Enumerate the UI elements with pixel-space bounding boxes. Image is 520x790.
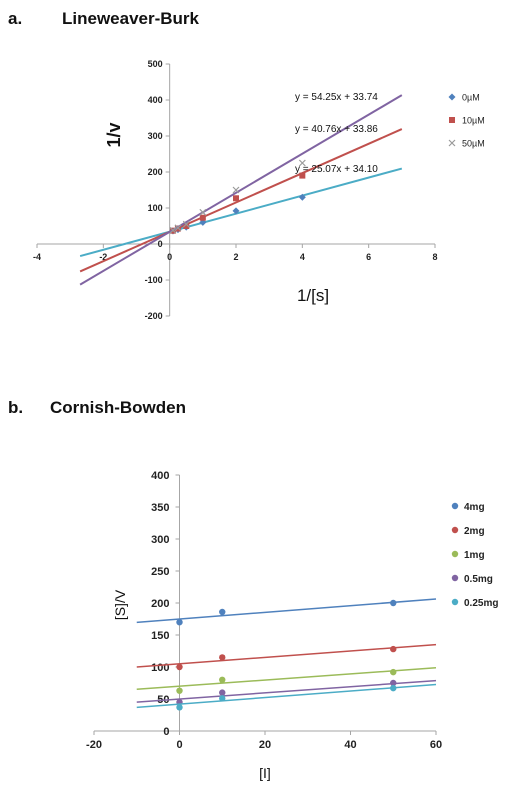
legend-label: 2mg	[464, 526, 485, 537]
data-point	[390, 668, 397, 676]
panel-a-letter: a.	[8, 9, 23, 28]
data-point	[390, 645, 397, 653]
data-point	[390, 684, 397, 692]
data-point	[183, 223, 190, 229]
y-tick-label: 350	[151, 502, 169, 514]
y-tick-label: 100	[151, 662, 169, 674]
trendline-equation: y = 54.25x + 33.74	[295, 92, 378, 103]
data-point	[176, 619, 183, 626]
data-point	[219, 676, 226, 683]
y-tick-label: 200	[151, 598, 169, 610]
data-point	[299, 172, 306, 179]
x-axis-title: 1/[s]	[297, 286, 329, 305]
legend-marker	[451, 526, 459, 534]
data-point	[176, 687, 183, 694]
legend-marker	[448, 139, 456, 147]
x-tick-label: 60	[430, 739, 442, 751]
legend-label: 10µM	[462, 116, 485, 126]
legend-label: 0µM	[462, 93, 480, 103]
panel-b-letter: b.	[8, 398, 24, 417]
y-tick-label: 500	[148, 59, 163, 69]
trendline	[136, 683, 437, 709]
data-point	[199, 208, 207, 216]
data-point	[219, 654, 226, 661]
y-axis-title: [S]/V	[112, 589, 128, 620]
data-point	[174, 224, 182, 232]
legend-marker	[451, 574, 459, 582]
y-tick-label: 300	[151, 534, 169, 546]
y-tick-label: 0	[163, 726, 169, 738]
data-point	[390, 599, 397, 607]
data-point	[232, 186, 240, 194]
trendline-equation: y = 25.07x + 34.10	[295, 164, 378, 175]
legend-marker	[451, 550, 459, 558]
x-tick-label: 2	[233, 252, 238, 262]
y-tick-label: 400	[148, 95, 163, 105]
y-tick-label: 0	[158, 239, 163, 249]
x-tick-label: 20	[259, 739, 271, 751]
x-tick-label: 40	[344, 739, 356, 751]
x-axis-title: [I]	[259, 765, 271, 781]
y-tick-label: -100	[145, 275, 163, 285]
x-tick-label: -2	[99, 252, 107, 262]
legend-marker	[451, 502, 459, 510]
trendline	[79, 167, 403, 258]
legend-label: 0.25mg	[464, 598, 498, 609]
y-tick-label: 100	[148, 203, 163, 213]
legend-label: 50µM	[462, 139, 485, 149]
data-point	[169, 226, 177, 234]
trendline	[79, 94, 403, 286]
data-point	[298, 159, 306, 167]
y-tick-label: 400	[151, 470, 169, 482]
trendline	[136, 679, 437, 703]
x-tick-label: 8	[432, 252, 437, 262]
data-point	[199, 214, 206, 221]
x-tick-label: 6	[366, 252, 371, 262]
legend-label: 0.5mg	[464, 574, 493, 585]
data-point	[233, 195, 239, 202]
y-tick-label: 250	[151, 566, 169, 578]
x-tick-label: 0	[176, 739, 182, 751]
data-point	[219, 689, 226, 696]
legend-label: 1mg	[464, 550, 485, 561]
data-point	[390, 679, 397, 687]
trendline	[136, 598, 437, 624]
data-point	[182, 220, 190, 228]
trendline	[79, 128, 403, 273]
legend-label: 4mg	[464, 502, 485, 513]
y-axis-title: 1/v	[104, 122, 124, 147]
y-tick-label: 150	[151, 630, 169, 642]
legend-marker	[448, 93, 456, 101]
trendline-equation: y = 40.76x + 33.86	[295, 124, 378, 135]
legend-marker	[451, 598, 459, 606]
y-tick-label: 200	[148, 167, 163, 177]
panel-b-title: Cornish-Bowden	[50, 398, 186, 417]
legend-marker	[449, 117, 455, 123]
x-tick-label: 0	[167, 252, 172, 262]
data-point	[232, 207, 240, 215]
trendline	[136, 667, 437, 691]
data-point	[219, 695, 226, 702]
x-tick-label: 4	[300, 252, 305, 262]
trendline	[136, 643, 437, 668]
data-point	[219, 608, 226, 616]
y-tick-label: -200	[145, 311, 163, 321]
data-point	[176, 663, 183, 671]
data-point	[176, 704, 183, 711]
x-tick-label: -20	[86, 739, 102, 751]
panel-a-title: Lineweaver-Burk	[62, 9, 199, 28]
data-point	[298, 193, 306, 201]
x-tick-label: -4	[33, 252, 41, 262]
y-tick-label: 300	[148, 131, 163, 141]
